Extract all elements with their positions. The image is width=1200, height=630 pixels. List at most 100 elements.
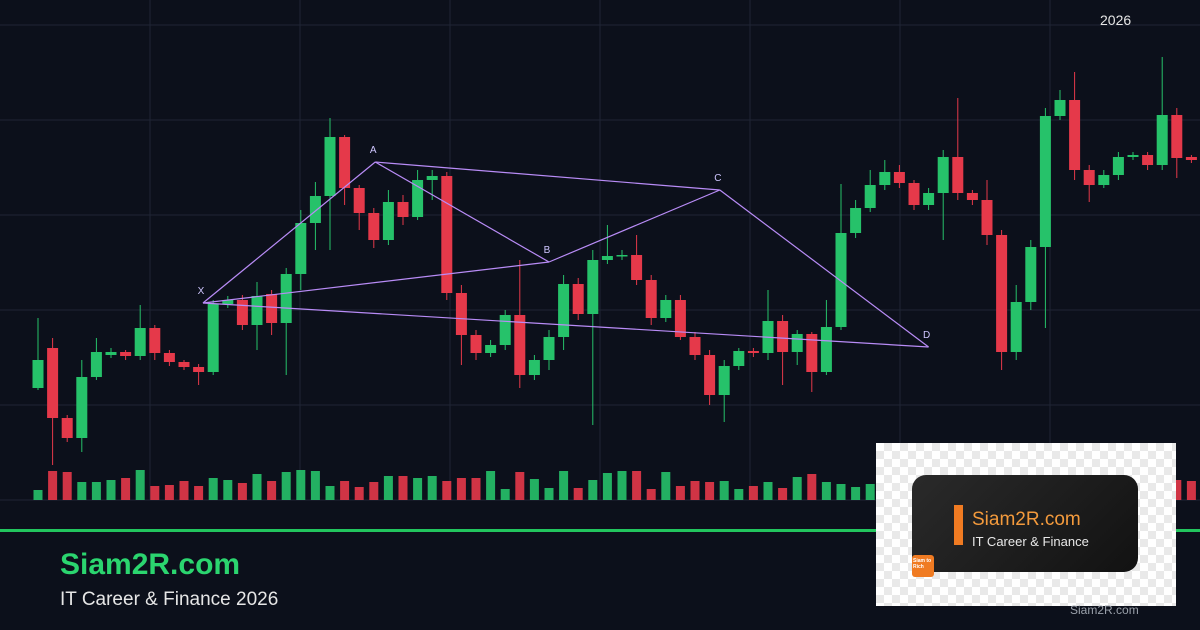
candle-body	[441, 176, 453, 293]
volume-bar	[559, 471, 569, 500]
pattern-line	[202, 161, 376, 304]
candle-body	[1112, 157, 1124, 175]
candle-body	[835, 233, 847, 327]
volume-bar	[705, 482, 715, 500]
candle-body	[47, 348, 59, 418]
candle-body	[923, 193, 935, 205]
watermark: Siam2R.com	[1070, 603, 1139, 617]
volume-bar	[778, 488, 788, 500]
volume-bar	[194, 486, 204, 500]
volume-bar	[252, 474, 262, 500]
candle-body	[280, 274, 292, 323]
volume-bar	[383, 476, 393, 500]
volume-bar	[456, 478, 466, 500]
candle-body	[996, 235, 1008, 352]
volume-bar	[821, 482, 831, 500]
volume-bar	[646, 489, 656, 500]
volume-bar	[748, 486, 758, 500]
volume-bar	[471, 478, 481, 500]
candle-body	[426, 176, 438, 180]
candle-body	[1156, 115, 1168, 165]
logo-bar	[954, 505, 963, 545]
candle-body	[966, 193, 978, 200]
candle-body	[382, 202, 394, 240]
volume-bar	[690, 481, 700, 500]
candle-body	[222, 300, 234, 304]
volume-bar	[281, 472, 291, 500]
volume-bar	[500, 489, 510, 500]
candle-body	[266, 294, 278, 323]
logo-badge: Siam to Rich	[912, 555, 934, 577]
candle-body	[134, 328, 146, 356]
candle-body	[397, 202, 409, 217]
candle-body	[645, 280, 657, 318]
pattern-line	[374, 161, 550, 263]
volume-bar	[310, 471, 320, 500]
volume-bar	[486, 471, 496, 500]
volume-bar	[296, 470, 306, 500]
candle-body	[90, 352, 102, 377]
candle-body	[747, 351, 759, 353]
candle-body	[616, 255, 628, 257]
candle-body	[295, 223, 307, 274]
candle-body	[820, 327, 832, 372]
candle-body	[1010, 302, 1022, 352]
candle-body	[236, 300, 248, 325]
candle-body	[733, 351, 745, 366]
pattern-label: C	[714, 173, 721, 184]
volume-bar	[588, 480, 598, 500]
candle-body	[120, 352, 132, 356]
volume-bar	[33, 490, 43, 500]
candle-body	[470, 335, 482, 353]
volume-bar	[617, 471, 627, 500]
candle-body	[718, 366, 730, 395]
volume-bar	[164, 485, 174, 500]
candle-body	[631, 255, 643, 280]
volume-bar	[267, 481, 277, 500]
candle-body	[1069, 100, 1081, 170]
candle-body	[193, 367, 205, 372]
candle-body	[485, 345, 497, 353]
candle-body	[105, 352, 117, 355]
tagline: IT Career & Finance 2026	[60, 589, 279, 610]
volume-bar	[515, 472, 525, 500]
volume-bar	[398, 476, 408, 500]
candle-body	[1098, 175, 1110, 185]
divider	[0, 529, 1200, 532]
volume-bar	[529, 479, 539, 500]
candle-body	[499, 315, 511, 345]
pattern-label: B	[544, 245, 551, 256]
volume-bar	[427, 476, 437, 500]
volume-bar	[851, 487, 861, 500]
pattern-label: X	[198, 286, 205, 297]
candle-body	[1127, 155, 1139, 157]
logo-subtitle: IT Career & Finance	[972, 534, 1089, 549]
candle-body	[178, 362, 190, 367]
volume-bar	[237, 483, 247, 500]
volume-bar	[413, 478, 423, 500]
candle-body	[1025, 247, 1037, 302]
candle-body	[207, 304, 219, 372]
volume-bar	[734, 489, 744, 500]
candle-body	[76, 377, 88, 438]
logo-card: Siam2R.com IT Career & Finance	[912, 475, 1138, 572]
candle-body	[455, 293, 467, 335]
volume-bar	[719, 481, 729, 500]
volume-bar	[369, 482, 379, 500]
candle-body	[1083, 170, 1095, 185]
volume-bar	[573, 488, 583, 500]
volume-bar	[1186, 481, 1196, 500]
candle-body	[952, 157, 964, 193]
volume-bar	[354, 487, 364, 500]
volume-bar	[661, 472, 671, 500]
candle-body	[850, 208, 862, 233]
candle-body	[806, 334, 818, 372]
volume-bar	[763, 482, 773, 500]
volume-bar	[340, 481, 350, 500]
candle-body	[791, 334, 803, 352]
brand: Siam2R.com	[60, 548, 241, 581]
pattern-line	[375, 161, 720, 191]
volume-bar	[150, 486, 160, 500]
logo-title: Siam2R.com	[972, 509, 1081, 530]
volume-bar	[792, 477, 802, 500]
